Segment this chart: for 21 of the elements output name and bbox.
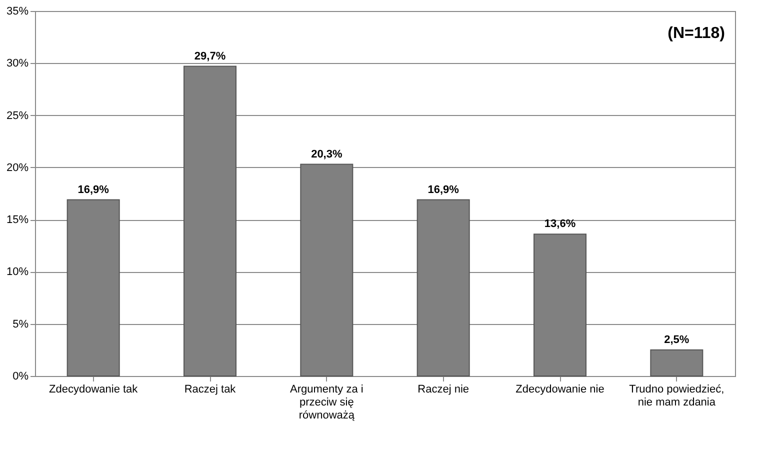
data-label: 29,7% [194, 50, 226, 62]
data-label: 20,3% [311, 148, 342, 160]
y-tick-label: 5% [12, 318, 29, 330]
y-tick-label: 10% [6, 266, 29, 278]
y-tick-label: 0% [12, 370, 29, 382]
x-tick-label: Zdecydowanie nie [516, 384, 604, 396]
data-label: 2,5% [664, 334, 690, 346]
data-label: 13,6% [544, 218, 576, 230]
x-tick-label: Argumenty za i przeciw się równoważą [290, 384, 364, 422]
x-tick-label: Raczej tak [184, 384, 236, 396]
data-label: 16,9% [428, 184, 460, 196]
y-tick-label: 30% [6, 58, 29, 70]
y-tick-label: 25% [6, 110, 29, 122]
x-tick-label: Raczej nie [418, 384, 470, 396]
y-tick-label: 20% [6, 162, 29, 174]
data-label: 16,9% [78, 184, 110, 196]
x-tick-label: Trudno powiedzieć, nie mam zdania [629, 384, 724, 408]
annotation: (N=118) [668, 25, 725, 42]
y-tick-label: 35% [6, 6, 29, 18]
y-tick-label: 15% [6, 214, 29, 226]
x-tick-label: Zdecydowanie tak [48, 384, 138, 396]
